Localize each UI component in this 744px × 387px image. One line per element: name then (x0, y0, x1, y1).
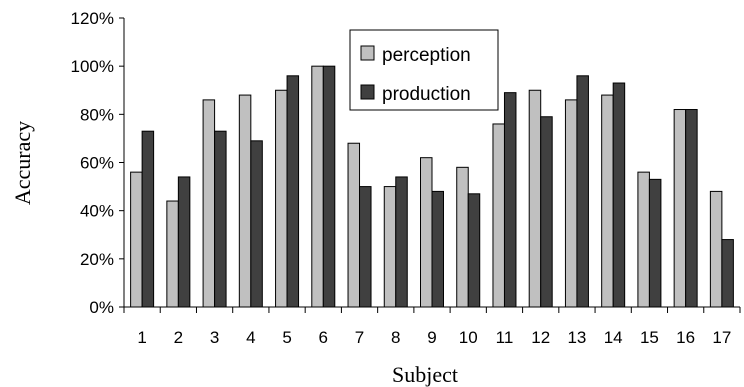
y-axis-title: Accuracy (10, 121, 35, 205)
x-axis-title: Subject (392, 362, 458, 387)
bar-production-8 (395, 176, 408, 308)
legend-swatch-production (360, 84, 375, 100)
bar-perception-15 (637, 171, 650, 308)
bar-production-6 (322, 65, 336, 308)
legend-box (349, 29, 499, 111)
y-tick-label: 120% (71, 9, 114, 28)
x-tick-label: 11 (496, 328, 514, 347)
x-tick-label: 3 (210, 328, 219, 347)
bar-perception-3 (202, 99, 216, 308)
bar-perception-8 (383, 186, 397, 308)
x-tick-label: 16 (676, 328, 695, 347)
bar-production-14 (612, 82, 626, 308)
bar-production-9 (431, 190, 444, 308)
bar-production-1 (141, 130, 155, 308)
x-tick-label: 4 (246, 328, 255, 347)
y-tick-label: 80% (80, 105, 114, 124)
bar-production-2 (177, 176, 191, 308)
bar-production-4 (250, 140, 263, 308)
axes (123, 18, 740, 308)
y-tick-label: 60% (80, 154, 114, 173)
bar-perception-1 (130, 171, 143, 308)
bar-perception-5 (275, 89, 288, 308)
x-tick-label: 6 (319, 328, 328, 347)
y-tick-label: 0% (89, 298, 114, 317)
x-tick-label: 13 (567, 328, 586, 347)
y-tick-label: 20% (80, 250, 114, 269)
y-axis-ticks: 0% 20% 40% 60% 80% 100% 120% (71, 9, 124, 317)
bar-production-15 (648, 178, 662, 308)
x-tick-label: 1 (137, 328, 146, 347)
bar-perception-2 (166, 200, 179, 308)
x-tick-label: 8 (391, 328, 400, 347)
bar-perception-4 (238, 94, 252, 308)
bar-perception-12 (528, 89, 542, 308)
legend-swatch-perception (360, 45, 375, 61)
bar-production-11 (503, 92, 517, 308)
bar-production-5 (286, 75, 300, 308)
bar-production-16 (685, 109, 698, 308)
x-tick-label: 14 (604, 328, 623, 347)
bar-perception-11 (492, 123, 505, 308)
x-tick-label: 2 (174, 328, 183, 347)
x-tick-label: 15 (640, 328, 659, 347)
x-tick-label: 12 (531, 328, 550, 347)
bar-production-7 (359, 186, 372, 308)
bar-perception-10 (456, 166, 469, 308)
x-tick-label: 17 (712, 328, 731, 347)
x-tick-label: 9 (427, 328, 436, 347)
bar-production-10 (467, 193, 481, 308)
x-axis-ticks: 1 2 3 4 5 6 7 8 9 10 11 12 13 14 15 16 17 (123, 307, 741, 347)
x-tick-label: 10 (459, 328, 478, 347)
x-tick-label: 5 (282, 328, 291, 347)
legend-label-production: production (382, 84, 471, 105)
legend-label-perception: perception (382, 45, 471, 66)
bar-perception-7 (347, 142, 361, 308)
bar-perception-14 (601, 94, 614, 308)
x-tick-label: 7 (355, 328, 364, 347)
bar-production-17 (721, 239, 734, 308)
bar-production-13 (576, 75, 589, 308)
bars (130, 65, 734, 308)
bar-production-12 (540, 116, 553, 308)
y-tick-label: 100% (71, 57, 114, 76)
legend: perception production (349, 29, 499, 111)
bar-perception-9 (420, 157, 433, 308)
bar-perception-6 (311, 65, 324, 308)
y-tick-label: 40% (80, 202, 114, 221)
bar-perception-17 (709, 190, 723, 308)
bar-perception-13 (564, 99, 578, 308)
bar-production-3 (214, 130, 227, 308)
bar-perception-16 (673, 109, 687, 308)
